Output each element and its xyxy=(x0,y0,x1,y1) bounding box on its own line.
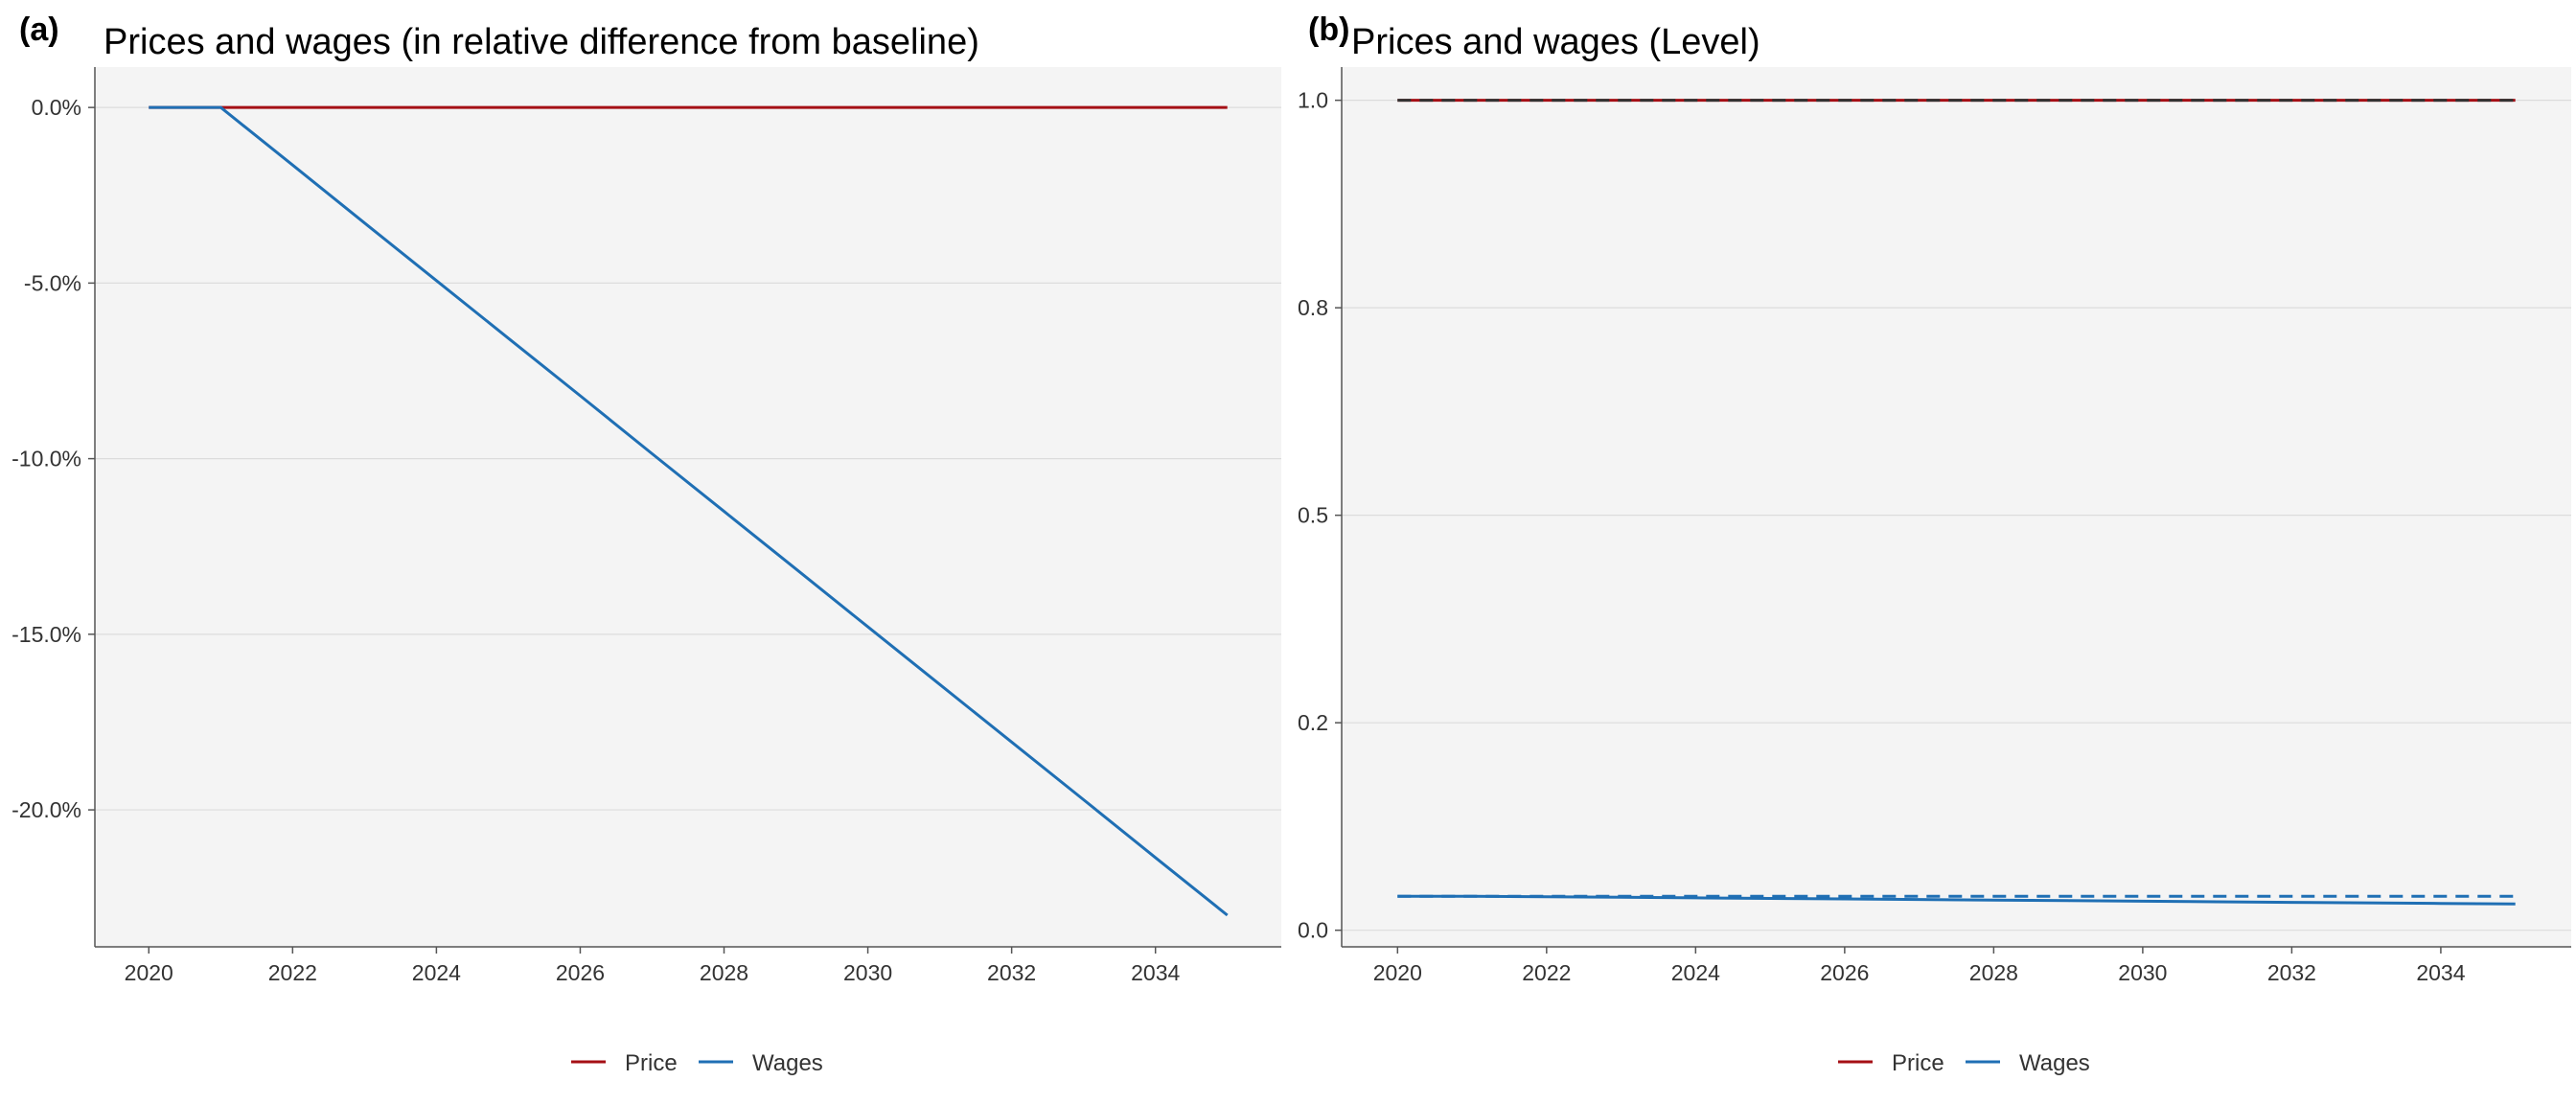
x-tick-label: 2020 xyxy=(125,960,173,985)
y-tick-label: 0.2 xyxy=(1298,710,1328,735)
legend-a-price-label: Price xyxy=(625,1050,678,1076)
panel-b-legend: Price Wages xyxy=(1838,1050,2090,1076)
panel-b: (b) Prices and wages (Level) 1.0 0.8 0.5 0.… xyxy=(1298,12,2571,1076)
panel-b-x-ticks: 2020 2022 2024 2026 2028 2030 2032 2034 xyxy=(1373,947,2466,985)
legend-b-price-label: Price xyxy=(1892,1050,1944,1076)
legend-a-wages-label: Wages xyxy=(752,1050,823,1076)
series-line-wages xyxy=(149,105,1229,917)
x-tick-label: 2022 xyxy=(1522,960,1571,985)
y-tick-label: 0.0% xyxy=(32,95,81,120)
panel-a: (a) Prices and wages (in relative differ… xyxy=(12,12,1281,1076)
panel-a-series xyxy=(149,105,1229,917)
panel-a-y-ticks: 0.0% -5.0% -10.0% -15.0% -20.0% xyxy=(12,95,95,822)
y-tick-label: -10.0% xyxy=(12,447,81,472)
y-tick-label: -20.0% xyxy=(12,797,81,822)
x-tick-label: 2028 xyxy=(700,960,748,985)
panel-a-title: Prices and wages (in relative difference… xyxy=(104,22,979,62)
legend-b-wages-label: Wages xyxy=(2019,1050,2090,1076)
x-tick-label: 2034 xyxy=(2416,960,2465,985)
panel-b-title: Prices and wages (Level) xyxy=(1351,22,1760,62)
panel-b-plot-area xyxy=(1342,67,2571,947)
x-tick-label: 2026 xyxy=(556,960,605,985)
x-tick-label: 2024 xyxy=(1671,960,1720,985)
x-tick-label: 2022 xyxy=(268,960,317,985)
x-tick-label: 2032 xyxy=(987,960,1036,985)
panel-a-legend: Price Wages xyxy=(571,1050,823,1076)
x-tick-label: 2034 xyxy=(1131,960,1180,985)
y-tick-label: -15.0% xyxy=(12,622,81,647)
panel-b-tag: (b) xyxy=(1308,12,1349,48)
y-tick-label: 0.5 xyxy=(1298,503,1328,528)
x-tick-label: 2026 xyxy=(1820,960,1869,985)
y-tick-label: -5.0% xyxy=(24,270,81,295)
panel-b-y-ticks: 1.0 0.8 0.5 0.2 0.0 xyxy=(1298,88,1342,943)
x-tick-label: 2030 xyxy=(2118,960,2167,985)
y-tick-label: 0.0 xyxy=(1298,918,1328,943)
panel-a-tag: (a) xyxy=(19,12,59,48)
x-tick-label: 2020 xyxy=(1373,960,1422,985)
panel-b-series xyxy=(1397,99,2516,906)
x-tick-label: 2030 xyxy=(843,960,892,985)
x-tick-label: 2028 xyxy=(1969,960,2018,985)
panel-a-x-ticks: 2020 2022 2024 2026 2028 2030 2032 2034 xyxy=(125,947,1180,985)
y-tick-label: 0.8 xyxy=(1298,295,1328,320)
x-tick-label: 2024 xyxy=(412,960,461,985)
x-tick-label: 2032 xyxy=(2267,960,2316,985)
y-tick-label: 1.0 xyxy=(1298,88,1328,113)
